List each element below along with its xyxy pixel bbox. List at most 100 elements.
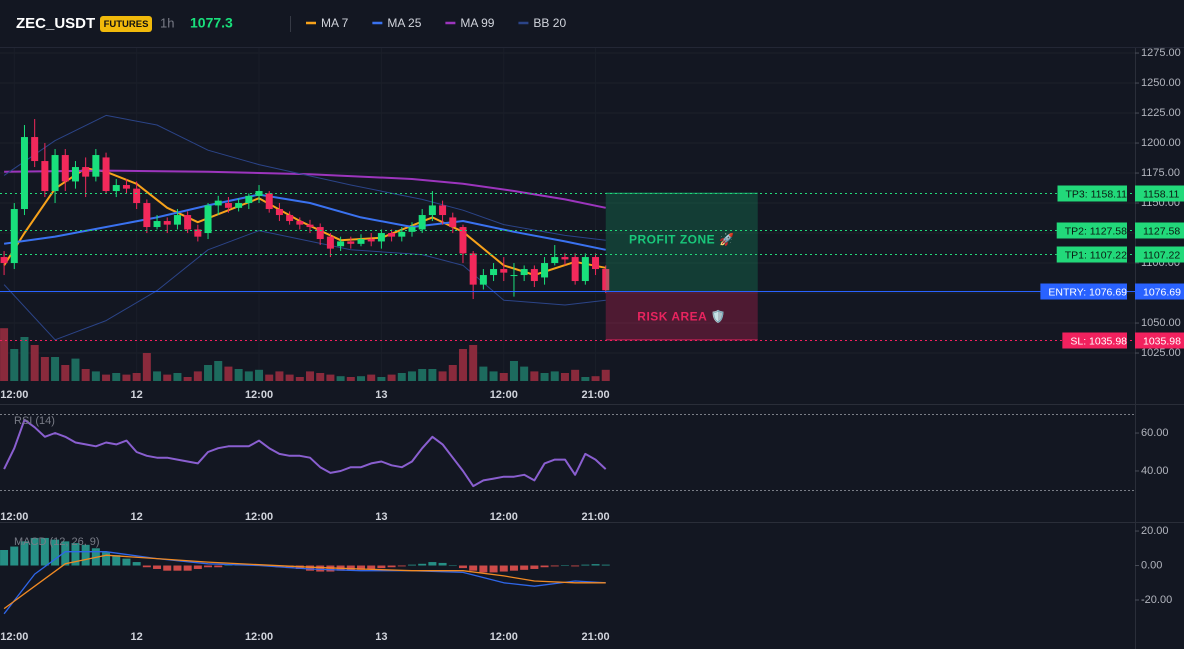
candle-body	[357, 239, 365, 244]
volume-bar	[591, 376, 600, 381]
volume-bar	[71, 358, 80, 381]
histogram-bar	[204, 565, 213, 568]
volume-bar	[142, 353, 151, 381]
volume-bar	[295, 377, 304, 381]
x-tick-label: 21:00	[581, 511, 609, 523]
histogram-bar	[306, 565, 315, 571]
candle-body	[51, 155, 59, 192]
x-tick-label: 12:00	[490, 389, 518, 401]
volume-bar	[40, 357, 49, 381]
header: ZEC_USDT FUTURES 1h 1077.3	[16, 15, 291, 32]
level-price: 1107.22	[1143, 249, 1180, 261]
y-tick-label: 1250.00	[1141, 77, 1181, 89]
histogram-bar	[407, 564, 416, 566]
volume-bar	[469, 345, 478, 381]
x-tick-label: 13	[375, 631, 387, 643]
candle-body	[102, 157, 110, 192]
histogram-bar	[102, 551, 111, 566]
volume-bar	[540, 373, 549, 381]
candle-body	[408, 227, 416, 232]
legend-label: MA 25	[387, 16, 421, 30]
candle-body	[143, 203, 151, 228]
volume-bar	[448, 365, 457, 381]
volume-bar	[550, 371, 559, 381]
volume-bar	[306, 371, 315, 381]
candle-body	[398, 231, 406, 237]
histogram-bar	[316, 565, 325, 572]
histogram-bar	[397, 565, 406, 567]
y-tick-label: 40.00	[1141, 465, 1169, 477]
volume-bar	[336, 376, 345, 381]
volume-bar	[102, 374, 111, 381]
volume-bar	[571, 369, 580, 381]
level-price: 1158.11	[1143, 188, 1180, 200]
candle-body	[92, 155, 100, 177]
x-tick-label: 12:00	[490, 631, 518, 643]
level-price-bg	[1135, 222, 1184, 239]
candle-body	[520, 269, 528, 276]
volume-bar	[601, 369, 610, 381]
candle-body	[316, 227, 324, 240]
histogram-bar	[10, 546, 19, 566]
histogram-bar	[571, 565, 580, 567]
symbol: ZEC_USDT	[16, 15, 95, 32]
candle-body	[173, 215, 181, 225]
candle-body	[551, 257, 559, 264]
level-label-bg	[1057, 185, 1127, 202]
histogram-bar	[428, 562, 437, 566]
histogram-bar	[550, 565, 559, 567]
histogram-bar	[112, 555, 121, 566]
candle-body	[602, 269, 610, 291]
candle-body	[133, 188, 141, 204]
level-price-bg	[1135, 185, 1184, 202]
candle-body	[418, 215, 426, 230]
volume-bar	[530, 371, 539, 381]
histogram-bar	[499, 565, 508, 572]
candle-body	[0, 257, 8, 264]
pane-title: MACD (12, 26, 9)	[14, 536, 100, 548]
volume-bar	[173, 373, 182, 381]
level-label-bg	[1056, 246, 1127, 263]
x-tick-label: 12:00	[245, 389, 273, 401]
volume-bar	[112, 373, 121, 381]
volume-bar	[255, 369, 264, 381]
zone	[605, 291, 758, 340]
interval: 1h	[160, 15, 174, 30]
histogram-bar	[418, 563, 427, 566]
histogram-bar	[0, 550, 9, 566]
volume-bar	[377, 377, 386, 381]
candle-body	[82, 167, 90, 177]
volume-bar	[30, 345, 39, 381]
histogram-bar	[438, 562, 447, 566]
level-price-bg	[1135, 246, 1184, 263]
level-label-bg	[1040, 283, 1127, 300]
volume-bar	[81, 369, 90, 381]
candle-body	[500, 269, 508, 273]
candle-body	[163, 221, 171, 225]
volume-bar	[367, 374, 376, 381]
indicator-line	[3, 193, 606, 251]
x-tick-label: 12	[131, 389, 143, 401]
histogram-bar	[479, 565, 488, 573]
candle-body	[449, 217, 457, 228]
x-tick-label: 12:00	[245, 511, 273, 523]
histogram-bar	[20, 541, 29, 566]
volume-bar	[520, 366, 529, 381]
y-tick-label: 1050.00	[1141, 317, 1181, 329]
macd-line	[3, 554, 606, 610]
volume-bar	[438, 371, 447, 381]
volume-bar	[61, 365, 70, 381]
zone-label: PROFIT ZONE 🚀	[629, 232, 734, 246]
histogram-bar	[458, 565, 467, 569]
y-tick-label: 1200.00	[1141, 137, 1181, 149]
candle-body	[255, 191, 263, 196]
level-price: 1076.69	[1143, 286, 1181, 298]
volume-bar	[407, 371, 416, 381]
candle-body	[214, 200, 222, 206]
candle-body	[561, 257, 569, 260]
candle-body	[224, 203, 232, 208]
histogram-bar	[81, 544, 90, 566]
candle-body	[41, 161, 49, 192]
histogram-bar	[387, 565, 396, 568]
